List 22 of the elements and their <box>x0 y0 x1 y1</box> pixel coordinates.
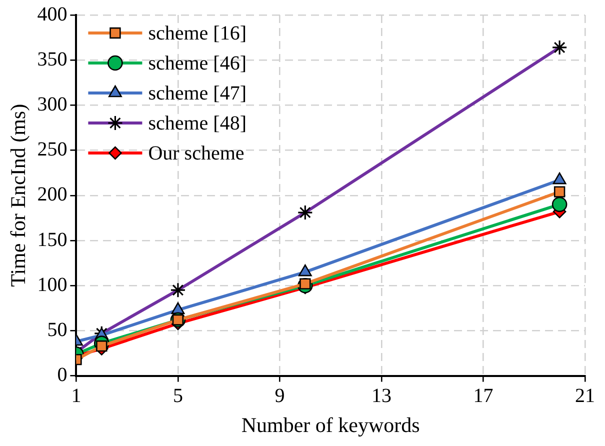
y-tick-label: 350 <box>37 48 68 70</box>
x-tick-label: 17 <box>473 385 494 408</box>
y-tick-label: 0 <box>57 364 68 386</box>
y-axis-title: Time for EncInd (ms) <box>6 104 30 287</box>
legend-label: scheme [48] <box>148 112 246 134</box>
y-tick-label: 300 <box>37 93 68 116</box>
y-tick-label: 250 <box>37 138 68 161</box>
x-axis-title: Number of keywords <box>241 412 420 437</box>
y-tick-label: 100 <box>37 274 68 296</box>
legend-label: Our scheme <box>148 142 244 164</box>
legend-label: scheme [16] <box>148 22 246 44</box>
legend-label: scheme [47] <box>148 82 246 104</box>
y-tick-label: 50 <box>47 318 68 341</box>
x-tick-label: 13 <box>371 385 392 408</box>
y-tick-label: 400 <box>37 3 68 26</box>
legend-label: scheme [46] <box>148 52 246 74</box>
x-tick-label: 5 <box>172 385 183 408</box>
y-tick-label: 200 <box>37 184 68 206</box>
x-tick-label: 1 <box>71 385 82 408</box>
y-tick-label: 150 <box>37 228 68 251</box>
x-tick-label: 21 <box>575 385 595 408</box>
x-tick-label: 9 <box>274 385 285 408</box>
